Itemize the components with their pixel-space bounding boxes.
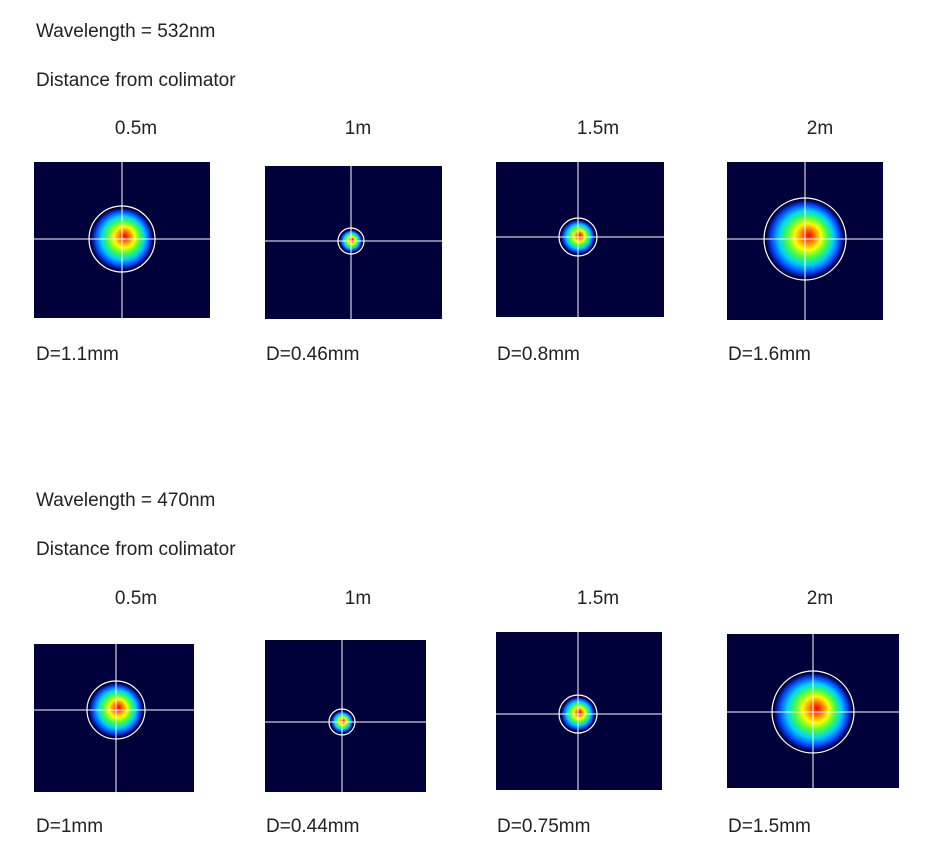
distance-label-532-1: 1m — [344, 118, 372, 139]
beam-profile-470-0-diameter-ring — [86, 680, 146, 740]
beam-profile-532-1 — [265, 166, 442, 319]
beam-profile-470-2 — [496, 632, 662, 790]
beam-profile-470-2-diameter-ring — [558, 694, 598, 734]
beam-profile-532-0 — [34, 162, 210, 318]
beam-profile-470-0-image — [34, 644, 194, 792]
beam-profile-532-3-diameter-ring — [763, 197, 847, 281]
beam-profile-470-1-diameter-ring — [328, 708, 356, 736]
diameter-label-470-2: D=0.75mm — [497, 816, 591, 837]
distance-heading-470: Distance from colimator — [36, 539, 236, 560]
distance-label-470-0: 0.5m — [114, 588, 158, 609]
wavelength-heading-532: Wavelength = 532nm — [36, 21, 216, 42]
beam-profile-532-1-diameter-ring — [337, 227, 365, 255]
beam-profile-532-3 — [727, 162, 883, 320]
diameter-label-470-0: D=1mm — [36, 816, 104, 837]
distance-label-532-0: 0.5m — [114, 118, 158, 139]
wavelength-heading-470: Wavelength = 470nm — [36, 490, 216, 511]
diameter-label-532-0: D=1.1mm — [36, 344, 119, 365]
distance-label-470-2: 1.5m — [576, 588, 620, 609]
beam-profile-470-1 — [265, 640, 426, 792]
beam-profile-532-1-image — [265, 166, 442, 319]
diameter-label-532-3: D=1.6mm — [728, 344, 811, 365]
beam-profile-532-3-image — [727, 162, 883, 320]
diameter-label-470-1: D=0.44mm — [266, 816, 360, 837]
beam-profile-532-2-diameter-ring — [558, 217, 598, 257]
diameter-label-470-3: D=1.5mm — [728, 816, 811, 837]
beam-profile-470-2-image — [496, 632, 662, 790]
distance-label-532-3: 2m — [806, 118, 834, 139]
beam-profile-470-3-diameter-ring — [771, 670, 855, 754]
beam-profile-532-2-image — [496, 162, 664, 317]
beam-profile-470-3-image — [727, 634, 899, 788]
beam-profile-470-3 — [727, 634, 899, 788]
distance-heading-532: Distance from colimator — [36, 70, 236, 91]
beam-profile-470-0 — [34, 644, 194, 792]
distance-label-470-3: 2m — [806, 588, 834, 609]
beam-profile-532-2 — [496, 162, 664, 317]
diameter-label-532-2: D=0.8mm — [497, 344, 580, 365]
diameter-label-532-1: D=0.46mm — [266, 344, 360, 365]
beam-profile-532-0-image — [34, 162, 210, 318]
distance-label-470-1: 1m — [344, 588, 372, 609]
beam-profile-470-1-image — [265, 640, 426, 792]
distance-label-532-2: 1.5m — [576, 118, 620, 139]
beam-profile-532-0-diameter-ring — [88, 205, 156, 273]
